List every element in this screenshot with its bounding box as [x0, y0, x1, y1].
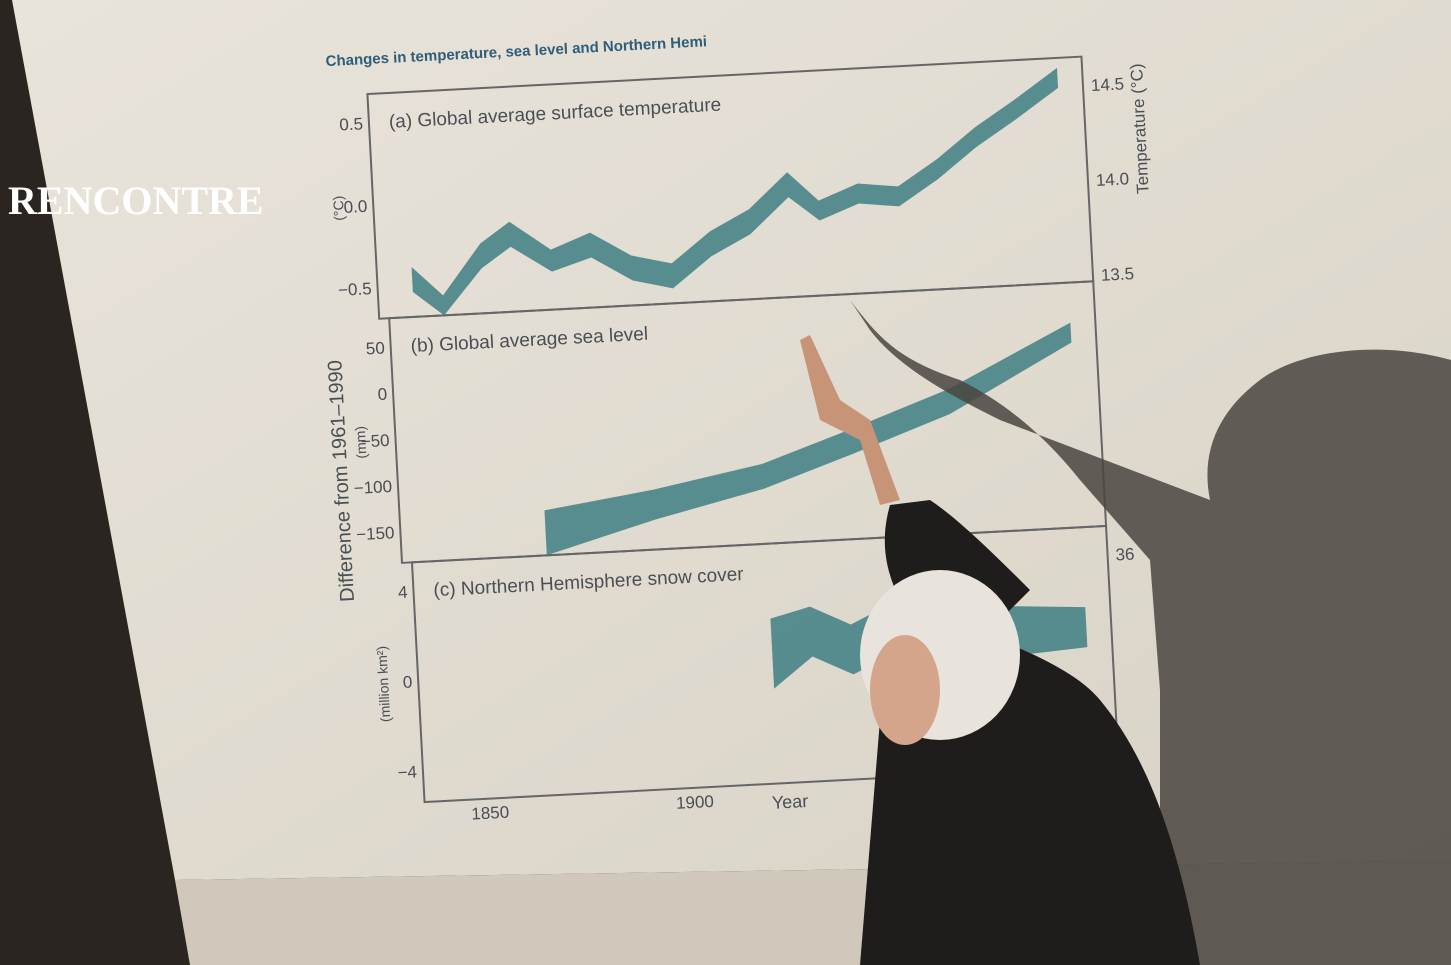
- y-tick-label: 0: [377, 385, 387, 404]
- unit-label: (mm): [352, 426, 370, 459]
- y-tick-label: −0.5: [338, 279, 373, 300]
- unit-label: (°C): [330, 195, 347, 221]
- unit-label: (million km²): [373, 646, 393, 723]
- y-tick-label: 0: [402, 673, 412, 692]
- sea-level-band: [544, 322, 1072, 556]
- y2-tick-label: 13.5: [1100, 264, 1134, 285]
- y-tick-label: 50: [365, 339, 385, 359]
- x-axis-label: Year: [771, 791, 808, 813]
- y-tick-label: −100: [353, 477, 392, 498]
- arm-hand: [800, 335, 900, 505]
- temperature-band: [411, 67, 1059, 316]
- panel-frame: [410, 524, 1120, 804]
- y2-tick-label: 14.5: [1090, 74, 1124, 95]
- y-tick-label: 0.0: [343, 197, 368, 217]
- y-tick-label: −50: [360, 431, 390, 451]
- x-tick-label: 1850: [471, 803, 510, 824]
- shadow: [850, 300, 1451, 965]
- y-tick-label: −4: [397, 762, 417, 782]
- overlay-title: RENCONTRE: [8, 178, 264, 223]
- y-tick-label: 4: [398, 583, 408, 602]
- y2-tick-label: 36: [1115, 545, 1135, 565]
- y-tick-label: 0.5: [339, 114, 364, 134]
- screen: [12, 0, 1451, 880]
- face: [870, 635, 940, 745]
- x-tick-label: 1900: [676, 792, 715, 813]
- y2-tick-label: 14.0: [1095, 169, 1129, 190]
- y-tick-label: −150: [356, 523, 395, 544]
